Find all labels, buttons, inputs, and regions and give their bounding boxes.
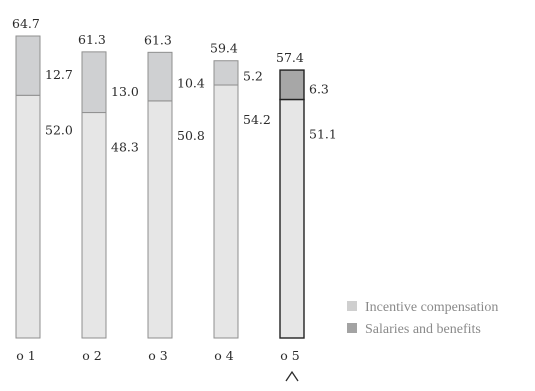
legend: Incentive compensation Salaries and benef… xyxy=(347,300,498,337)
incentive-value-label-03: 50.8 xyxy=(177,128,205,143)
category-label-04: o4 xyxy=(214,348,237,363)
total-label-04: 59.4 xyxy=(210,41,238,56)
category-label-05: o5 xyxy=(280,348,303,363)
salaries-value-label-01: 12.7 xyxy=(45,67,73,82)
labels-layer: 64.7 12.7 52.0 o1 61.3 13.0 48.3 o2 61.3 10.4 50.8… xyxy=(12,16,337,363)
bar-segment-salaries-02 xyxy=(81,51,107,114)
bar-segment-salaries-01 xyxy=(15,35,41,96)
bar-segment-incentive-05 xyxy=(279,98,305,339)
category-label-03: o3 xyxy=(148,348,171,363)
incentive-value-label-04: 54.2 xyxy=(243,112,271,127)
category-label-01: o1 xyxy=(16,348,39,363)
total-label-02: 61.3 xyxy=(78,32,106,47)
salaries-value-label-02: 13.0 xyxy=(111,84,139,99)
legend-swatch-salaries xyxy=(347,323,357,333)
total-label-03: 61.3 xyxy=(144,32,172,47)
incentive-value-label-01: 52.0 xyxy=(45,122,73,137)
bars-layer xyxy=(15,35,305,339)
salaries-value-label-05: 6.3 xyxy=(309,82,329,97)
total-label-05: 57.4 xyxy=(276,50,304,65)
legend-label-incentive: Incentive compensation xyxy=(365,300,498,315)
current-period-caret-icon xyxy=(285,370,299,382)
bar-segment-salaries-03 xyxy=(147,51,173,102)
bar-segment-salaries-04 xyxy=(213,60,239,86)
category-label-02: o2 xyxy=(82,348,105,363)
legend-label-salaries: Salaries and benefits xyxy=(365,322,481,337)
total-label-01: 64.7 xyxy=(12,16,40,31)
legend-swatch-incentive xyxy=(347,301,357,311)
bar-segment-incentive-01 xyxy=(15,94,41,339)
bar-segment-incentive-04 xyxy=(213,84,239,339)
bar-segment-incentive-03 xyxy=(147,100,173,339)
bar-segment-incentive-02 xyxy=(81,112,107,339)
incentive-value-label-05: 51.1 xyxy=(309,126,337,141)
salaries-value-label-03: 10.4 xyxy=(177,76,205,91)
incentive-value-label-02: 48.3 xyxy=(111,140,139,155)
bar-segment-salaries-05 xyxy=(279,69,305,101)
salaries-value-label-04: 5.2 xyxy=(243,68,263,83)
